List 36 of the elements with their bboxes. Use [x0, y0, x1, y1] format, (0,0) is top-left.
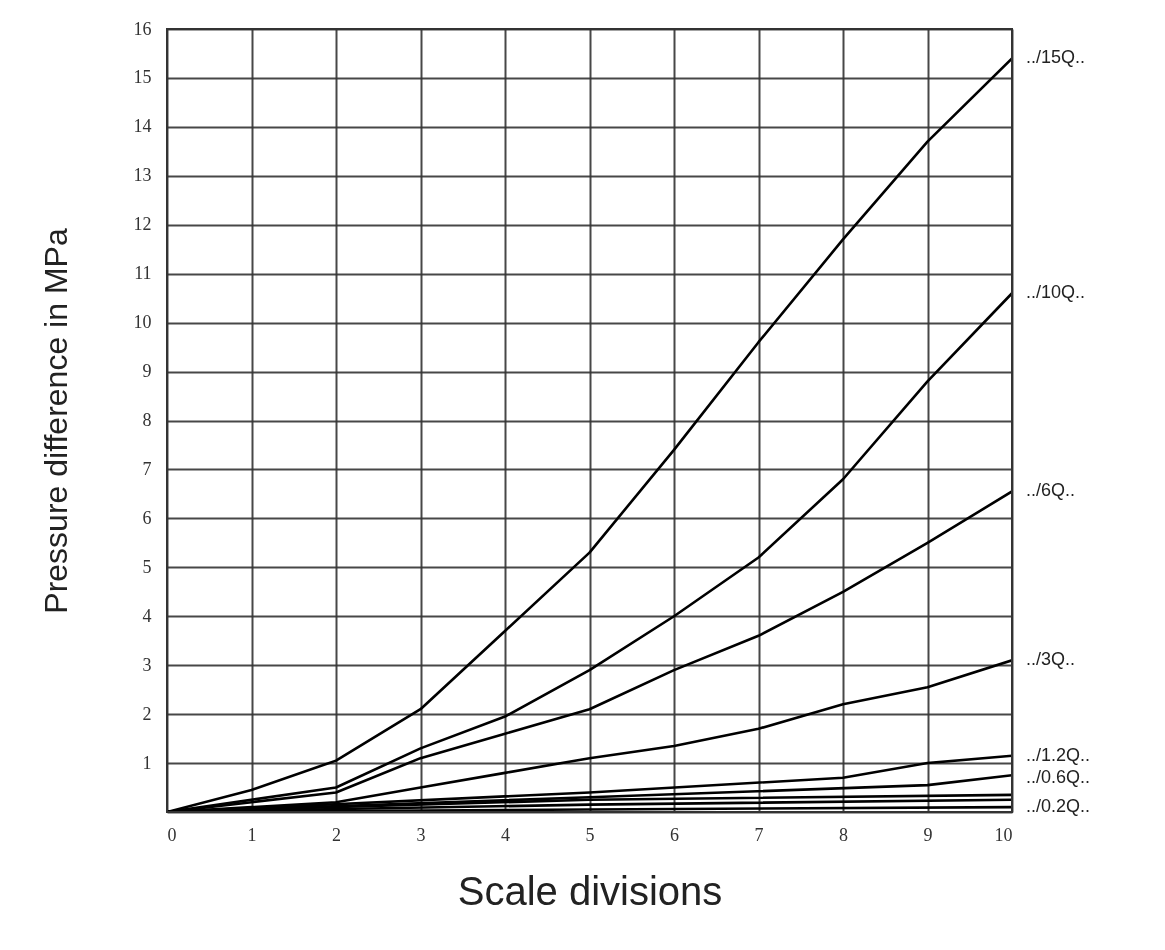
series-label: ../0.6Q..: [1026, 766, 1091, 787]
series-label: ../10Q..: [1026, 282, 1086, 303]
x-tick-label: 1: [247, 824, 257, 845]
y-tick-label: 10: [133, 312, 152, 333]
y-tick-label: 4: [142, 605, 152, 626]
series-label: ../0.2Q..: [1026, 796, 1091, 817]
y-tick-label: 5: [142, 556, 152, 577]
x-tick-label: 3: [416, 824, 426, 845]
y-tick-label: 6: [142, 507, 152, 528]
y-tick-label: 1: [142, 752, 152, 773]
series-label: ../1.2Q..: [1026, 744, 1091, 765]
y-tick-label: 11: [134, 263, 152, 284]
y-tick-label: 2: [142, 703, 152, 724]
x-tick-label: 9: [923, 824, 933, 845]
x-tick-label: 0: [167, 824, 177, 845]
y-tick-label: 14: [133, 116, 152, 137]
x-tick-label: 4: [501, 824, 510, 845]
y-tick-label: 8: [142, 410, 152, 430]
x-tick-label: 5: [585, 824, 595, 845]
y-tick-label: 7: [142, 458, 152, 479]
y-tick-label: 16: [133, 18, 152, 39]
y-tick-label: 13: [133, 165, 152, 186]
x-axis-title: Scale divisions: [457, 868, 723, 913]
y-tick-label: 15: [133, 67, 152, 88]
y-axis-title: Pressure difference in MPa: [37, 228, 74, 614]
y-tick-label: 12: [133, 214, 152, 235]
x-tick-label: 2: [332, 824, 341, 845]
x-tick-label: 8: [839, 824, 848, 845]
x-tick-label: 10: [994, 824, 1013, 845]
x-tick-label: 7: [754, 824, 764, 845]
y-tick-label: 3: [142, 654, 152, 675]
y-tick-label: 9: [142, 361, 152, 382]
series-label: ../3Q..: [1026, 649, 1076, 670]
series-label: ../15Q..: [1026, 47, 1086, 68]
x-tick-label: 6: [670, 824, 679, 845]
series-label: ../6Q..: [1026, 480, 1076, 501]
